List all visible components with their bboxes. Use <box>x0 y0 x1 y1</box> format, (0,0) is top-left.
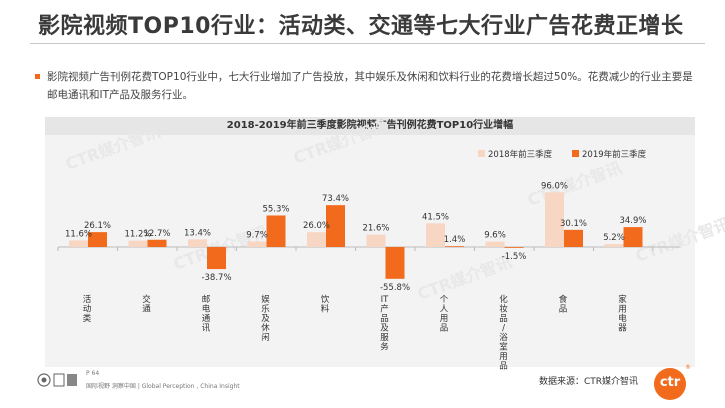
data-label-2019: -38.7% <box>201 273 231 283</box>
category-ticks <box>57 247 654 251</box>
bar-2019 <box>147 239 167 247</box>
watermark-text: CTR媒介智讯 <box>525 158 625 210</box>
data-label-2018: 5.2% <box>603 233 625 243</box>
category-label: 邮电通讯 <box>202 294 211 334</box>
data-label-2019: -55.8% <box>380 283 410 293</box>
bar-2019 <box>326 205 345 247</box>
data-label-2018: 21.6% <box>362 224 389 234</box>
bar-2019 <box>504 247 524 248</box>
data-label-2019: -1.5% <box>502 252 527 262</box>
category-label: 食品 <box>559 294 568 315</box>
data-label-2018: 11.2% <box>124 230 151 240</box>
category-label: IT 产品及服务 <box>380 295 389 353</box>
data-label-2018: 11.6% <box>65 229 92 239</box>
category-labels: 活动类 交通 邮电通讯 娱乐及休闲 饮料 IT 产品及服务 个人用品 化妆品/浴室用品 食品 家用电… <box>83 294 628 372</box>
data-source: 数据来源：CTR媒介智讯 <box>539 377 639 387</box>
data-label-2018: 41.5% <box>422 212 449 222</box>
category-label: 活动类 <box>83 294 92 324</box>
bullet-marker <box>35 74 40 79</box>
data-label-2019: 30.1% <box>560 219 587 229</box>
bar-2019 <box>445 246 464 248</box>
watermark-text: CTR媒介智讯 <box>633 214 725 266</box>
bar-2018 <box>366 234 386 247</box>
legend-label-2018: 2018年前三季度 <box>488 149 553 160</box>
legend-label-2019: 2019年前三季度 <box>582 149 647 160</box>
bar-2018 <box>128 240 148 247</box>
bar-2019 <box>266 215 286 247</box>
description-text: 影院视频广告刊例花费TOP10行业中，七大行业增加了广告投放，其中娱乐及休闲和饮… <box>47 71 693 101</box>
page-number: P 64 <box>86 370 100 377</box>
bar-2018 <box>485 241 505 247</box>
ctr-logo: ctr <box>654 368 686 400</box>
bar-2018 <box>426 223 445 247</box>
cert-mark-icon <box>67 374 77 386</box>
watermark-text: CTR媒介智讯 <box>291 116 391 168</box>
bar-series <box>69 192 643 279</box>
title-divider <box>30 43 705 44</box>
category-label: 个人用品 <box>440 295 449 334</box>
legend-swatch-2019 <box>572 150 579 157</box>
page-title: 影院视频TOP10行业：活动类、交通等七大行业广告花费正增长 <box>38 14 684 39</box>
bar-2018 <box>188 239 207 247</box>
data-label-2018: 26.0% <box>303 221 330 231</box>
bar-2018 <box>247 241 267 247</box>
footer-slogan: 国际视野 洞察中国 | Global Perception , China In… <box>86 383 240 390</box>
bar-2018 <box>307 232 326 247</box>
data-label-2018: 13.4% <box>184 228 211 238</box>
data-label-2018: 9.7% <box>246 230 268 240</box>
data-label-2019: 1.4% <box>444 235 466 245</box>
legend-swatch-2018 <box>478 150 485 157</box>
data-label-2018: 96.0% <box>541 181 568 191</box>
data-label-2019: 34.9% <box>619 216 646 226</box>
watermark-text: CTR媒介智讯 <box>63 122 163 174</box>
bar-2019 <box>623 227 643 247</box>
data-label-2019: 26.1% <box>84 221 111 231</box>
bar-2019 <box>564 229 583 247</box>
data-label-2018: 9.6% <box>484 231 506 241</box>
chart-title: 2018-2019年前三季度影院视频广告刊例花费TOP10行业增幅 <box>45 117 695 135</box>
registered-mark: ® <box>685 364 691 371</box>
data-label-2019: 73.4% <box>322 194 349 204</box>
cert-badge-center <box>41 377 47 383</box>
cert-seal-icon <box>53 373 65 387</box>
bar-2019 <box>385 247 405 279</box>
chart-legend: 2018年前三季度 2019年前三季度 <box>478 149 647 160</box>
bar-2019 <box>207 247 226 270</box>
category-label: 饮料 <box>321 294 330 315</box>
bar-2018 <box>604 244 624 247</box>
data-label-2019: 12.7% <box>143 229 170 239</box>
certification-logos <box>37 372 79 387</box>
bar-2018 <box>69 240 88 247</box>
category-label: 化妆品/浴室用品 <box>499 294 508 372</box>
bar-2019 <box>88 232 107 247</box>
data-label-2019: 55.3% <box>262 204 289 214</box>
category-label: 交通 <box>142 294 151 315</box>
category-label: 家用电器 <box>618 294 627 334</box>
bar-2018 <box>545 192 564 247</box>
data-labels: 11.6%26.1% 11.2%12.7% 13.4% -38.7% 9.7% 55.3%… <box>65 181 647 293</box>
cert-badge-icon <box>37 373 51 387</box>
category-label: 娱乐及休闲 <box>261 295 270 343</box>
